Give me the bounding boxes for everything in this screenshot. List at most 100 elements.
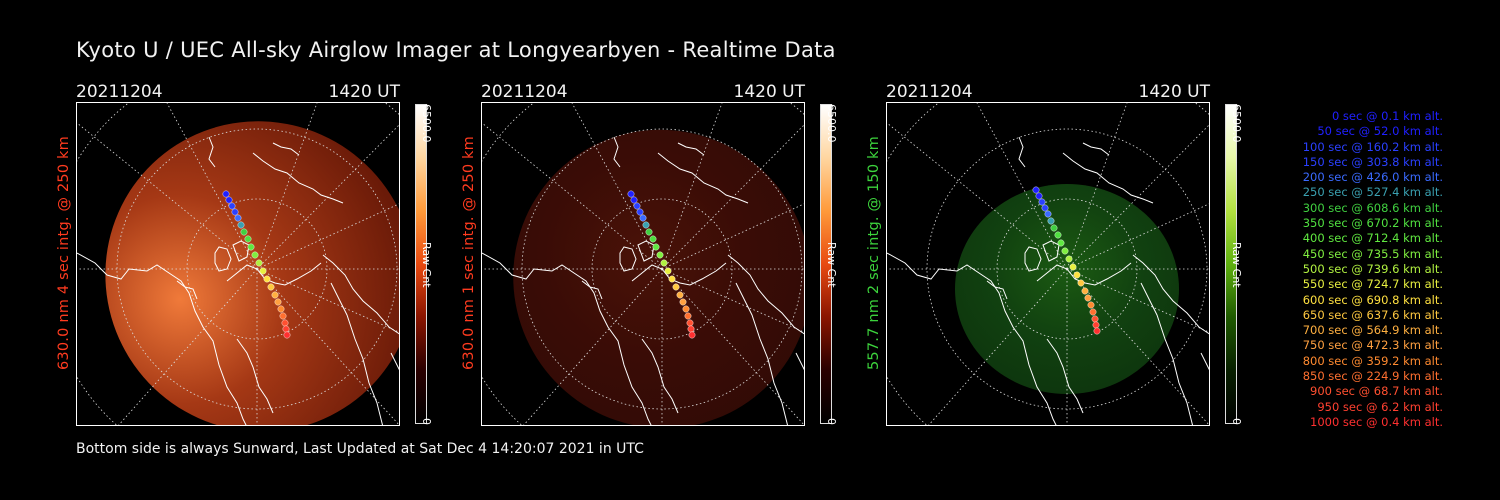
coastline bbox=[641, 338, 679, 414]
coastline bbox=[677, 142, 705, 156]
trajectory-point bbox=[283, 331, 291, 339]
trajectory-point bbox=[649, 235, 657, 243]
coastline bbox=[1042, 240, 1060, 262]
trajectory-point bbox=[684, 312, 692, 320]
trajectory-point bbox=[1032, 186, 1040, 194]
grid-line bbox=[166, 103, 258, 270]
trajectory-point bbox=[1084, 294, 1092, 302]
trajectory-point bbox=[234, 214, 242, 222]
coastline bbox=[613, 136, 621, 168]
trajectory-point bbox=[1047, 217, 1055, 225]
trajectory-point bbox=[277, 305, 285, 313]
trajectory-point bbox=[1091, 315, 1099, 323]
legend-row: 450 sec @ 735.5 km alt. bbox=[1302, 246, 1443, 261]
coastline bbox=[1062, 152, 1154, 204]
grid-line bbox=[976, 103, 1068, 270]
legend-row: 850 sec @ 224.9 km alt. bbox=[1302, 369, 1443, 384]
grid-line bbox=[661, 203, 804, 270]
colorbar-unit-label: Raw Cnt bbox=[420, 242, 433, 288]
legend-row: 650 sec @ 637.6 km alt. bbox=[1302, 307, 1443, 322]
coastline bbox=[1140, 282, 1194, 425]
panel-time: 1420 UT bbox=[733, 82, 806, 102]
colorbar-max-label: 6500.0 bbox=[825, 104, 838, 143]
grid-circle bbox=[996, 198, 1138, 340]
colorbar bbox=[415, 104, 427, 424]
grid-line bbox=[661, 103, 723, 270]
trajectory-point bbox=[237, 221, 245, 229]
legend-row: 750 sec @ 472.3 km alt. bbox=[1302, 338, 1443, 353]
legend-row: 1000 sec @ 0.4 km alt. bbox=[1310, 414, 1443, 429]
image-panel-1: 20211204 1420 UT 6500.0 Raw Cnt 0 bbox=[76, 80, 446, 440]
coastline bbox=[1200, 352, 1209, 371]
trajectory-point bbox=[251, 251, 259, 259]
coastline bbox=[322, 254, 399, 335]
legend-row: 950 sec @ 6.2 km alt. bbox=[1317, 399, 1443, 414]
legend-row: 250 sec @ 527.4 km alt. bbox=[1302, 185, 1443, 200]
trajectory-legend: 0 sec @ 0.1 km alt. 50 sec @ 52.0 km alt.… bbox=[1213, 109, 1443, 430]
trajectory-point bbox=[274, 298, 282, 306]
trajectory-point bbox=[686, 319, 694, 327]
trajectory-point bbox=[627, 190, 635, 198]
colorbar-min-label: 0 bbox=[420, 418, 433, 425]
trajectory-point bbox=[1065, 255, 1073, 263]
legend-row: 100 sec @ 160.2 km alt. bbox=[1302, 139, 1443, 154]
legend-row: 700 sec @ 564.9 km alt. bbox=[1302, 323, 1443, 338]
legend-row: 300 sec @ 608.6 km alt. bbox=[1302, 200, 1443, 215]
trajectory-point bbox=[652, 243, 660, 251]
allsky-image bbox=[481, 102, 805, 426]
legend-row: 400 sec @ 712.4 km alt. bbox=[1302, 231, 1443, 246]
colorbar bbox=[1225, 104, 1237, 424]
airglow-region bbox=[105, 121, 399, 425]
legend-row: 800 sec @ 359.2 km alt. bbox=[1302, 353, 1443, 368]
legend-row: 200 sec @ 426.0 km alt. bbox=[1302, 170, 1443, 185]
legend-row: 600 sec @ 690.8 km alt. bbox=[1302, 292, 1443, 307]
legend-row: 550 sec @ 724.7 km alt. bbox=[1302, 277, 1443, 292]
trajectory-point bbox=[282, 325, 290, 333]
panel-1-ylabel: 630.0 nm 4 sec intg. @ 250 km bbox=[56, 136, 72, 370]
footer-note: Bottom side is always Sunward, Last Upda… bbox=[76, 441, 644, 457]
coastline bbox=[581, 280, 603, 300]
panel-2-ylabel: 630.0 nm 1 sec intg. @ 250 km bbox=[461, 136, 477, 370]
trajectory-point bbox=[645, 228, 653, 236]
trajectory-point bbox=[263, 275, 271, 283]
grid-line bbox=[256, 203, 399, 270]
coastline bbox=[1024, 246, 1042, 272]
trajectory-point bbox=[630, 196, 638, 204]
grid-line bbox=[77, 122, 258, 270]
trajectory-point bbox=[1087, 301, 1095, 309]
grid-line bbox=[1066, 103, 1128, 270]
allsky-image bbox=[886, 102, 1210, 426]
trajectory-point bbox=[633, 202, 641, 210]
trajectory-point bbox=[1050, 224, 1058, 232]
panel-time: 1420 UT bbox=[1138, 82, 1211, 102]
trajectory-point bbox=[682, 305, 690, 313]
image-panel-3: 20211204 1420 UT 6500.0 Raw Cnt 0 bbox=[886, 80, 1256, 440]
trajectory-point bbox=[247, 243, 255, 251]
trajectory-point bbox=[668, 275, 676, 283]
panel-date: 20211204 bbox=[481, 82, 568, 102]
trajectory-point bbox=[679, 298, 687, 306]
airglow-region bbox=[513, 129, 804, 425]
allsky-canvas bbox=[482, 103, 804, 425]
trajectory-point bbox=[672, 283, 680, 291]
legend-row: 900 sec @ 68.7 km alt. bbox=[1310, 384, 1443, 399]
trajectory-point bbox=[664, 267, 672, 275]
grid-line bbox=[887, 122, 1068, 270]
trajectory-point bbox=[1077, 279, 1085, 287]
trajectory-point bbox=[639, 214, 647, 222]
coastline bbox=[795, 352, 804, 371]
grid-line bbox=[1066, 203, 1209, 270]
coastline bbox=[330, 282, 384, 425]
trajectory-point bbox=[676, 291, 684, 299]
trajectory-point bbox=[1044, 210, 1052, 218]
panel-date: 20211204 bbox=[886, 82, 973, 102]
trajectory-point bbox=[1069, 263, 1077, 271]
coastline bbox=[1046, 338, 1084, 414]
trajectory-point bbox=[222, 190, 230, 198]
legend-row: 0 sec @ 0.1 km alt. bbox=[1331, 109, 1443, 123]
coastline bbox=[631, 262, 727, 286]
coastline bbox=[226, 262, 322, 286]
coastline bbox=[619, 246, 637, 272]
trajectory-point bbox=[688, 331, 696, 339]
colorbar bbox=[820, 104, 832, 424]
